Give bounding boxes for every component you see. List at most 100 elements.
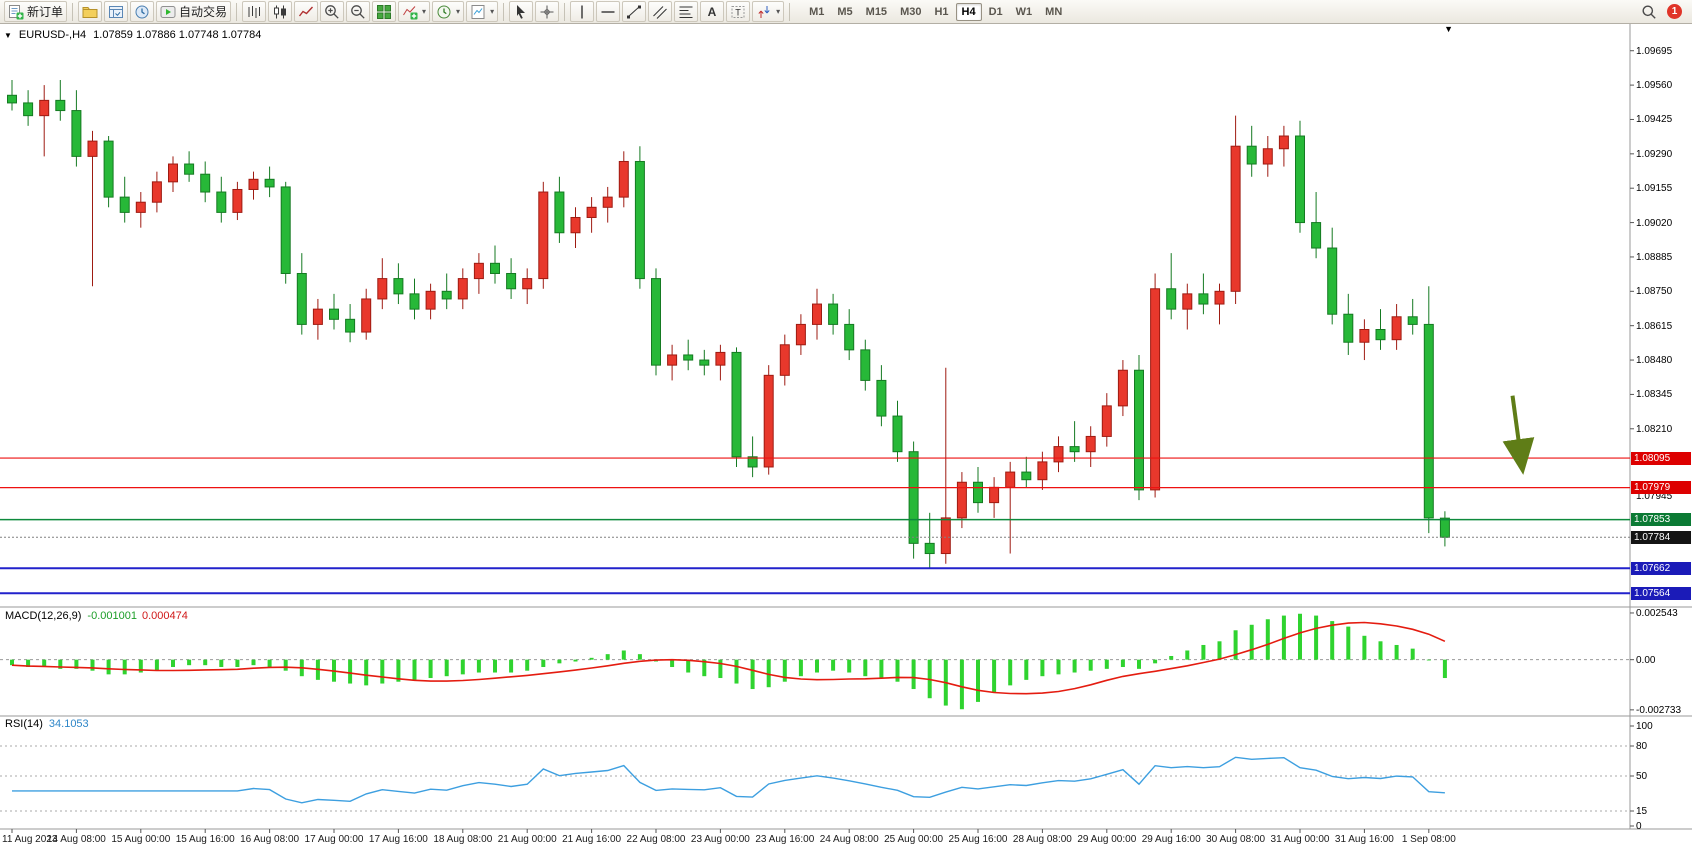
svg-text:T: T bbox=[735, 7, 741, 17]
time-axis-label: 31 Aug 16:00 bbox=[1334, 834, 1394, 845]
main-toolbar: 新订单 自动交易 ▾ ▾ ▾ bbox=[0, 0, 1692, 24]
templates-button[interactable]: ▾ bbox=[466, 1, 499, 22]
toolbar-separator bbox=[72, 2, 74, 21]
time-axis-label: 21 Aug 00:00 bbox=[497, 834, 557, 845]
zoom-in-icon bbox=[325, 4, 339, 19]
line-chart-button[interactable] bbox=[294, 1, 319, 22]
chart-labels-layer: 1.09695 1.09560 1.09425 1.09290 1.09155 1.090… bbox=[0, 24, 1692, 853]
rsi-axis-tick: 0 bbox=[1636, 821, 1642, 832]
notification-badge[interactable]: 1 bbox=[1667, 4, 1682, 19]
text-tool-button[interactable]: A bbox=[700, 1, 725, 22]
periods-button[interactable]: ▾ bbox=[432, 1, 465, 22]
indicators-button[interactable]: ▾ bbox=[398, 1, 431, 22]
timeframe-button-m1[interactable]: M1 bbox=[803, 3, 830, 21]
macd-histogram-layer bbox=[10, 613, 1447, 710]
price-axis-tick: 1.08345 bbox=[1636, 389, 1673, 401]
fibonacci-icon bbox=[679, 6, 693, 18]
time-axis-label: 23 Aug 16:00 bbox=[755, 834, 815, 845]
text-label-icon: T bbox=[731, 5, 745, 18]
new-order-button[interactable]: 新订单 bbox=[4, 1, 68, 22]
time-axis-label: 22 Aug 08:00 bbox=[626, 834, 686, 845]
profiles-button[interactable] bbox=[104, 1, 129, 22]
vertical-line-tool-button[interactable] bbox=[570, 1, 595, 22]
one-click-trading-icon[interactable]: ▼ bbox=[4, 30, 12, 40]
timeframe-toolbar: M1 M5 M15 M30 H1 H4 D1 W1 MN bbox=[803, 2, 1068, 21]
time-axis-label: 30 Aug 08:00 bbox=[1206, 834, 1266, 845]
time-axis-label: 29 Aug 16:00 bbox=[1141, 834, 1201, 845]
chevron-down-icon: ▾ bbox=[456, 7, 461, 16]
chart-canvas[interactable] bbox=[0, 24, 1692, 853]
down-arrow-annotation[interactable] bbox=[1502, 395, 1535, 475]
arrows-icon bbox=[758, 5, 770, 18]
toolbar-separator bbox=[564, 2, 566, 21]
fibonacci-tool-button[interactable] bbox=[674, 1, 699, 22]
crosshair-button[interactable] bbox=[535, 1, 560, 22]
horizontal-line-tool-button[interactable] bbox=[596, 1, 621, 22]
candlestick-chart-icon bbox=[274, 5, 287, 18]
timeframe-button-m5[interactable]: M5 bbox=[831, 3, 858, 21]
indicators-icon bbox=[403, 5, 418, 19]
arrows-tool-button[interactable]: ▾ bbox=[752, 1, 785, 22]
timeframe-button-h4[interactable]: H4 bbox=[955, 2, 982, 21]
candlestick-chart-button[interactable] bbox=[268, 1, 293, 22]
timeframe-button-mn[interactable]: MN bbox=[1039, 3, 1068, 21]
macd-label: MACD(12,26,9) bbox=[5, 610, 82, 622]
cursor-icon bbox=[517, 4, 526, 19]
chart-shift-marker[interactable]: ▼ bbox=[1444, 24, 1454, 34]
price-axis-tick: 1.08615 bbox=[1636, 320, 1673, 332]
market-watch-button[interactable] bbox=[130, 1, 155, 22]
price-axis-tick: 1.08885 bbox=[1636, 251, 1673, 263]
macd-axis-tick: 0.002543 bbox=[1636, 607, 1678, 619]
rsi-axis-tick: 50 bbox=[1636, 771, 1648, 782]
time-axis-label: 11 Aug 2023 bbox=[2, 834, 58, 845]
timeframe-button-h1[interactable]: H1 bbox=[928, 3, 954, 21]
timeframe-button-m15[interactable]: M15 bbox=[860, 3, 893, 21]
autotrading-label: 自动交易 bbox=[179, 5, 228, 19]
new-chart-button[interactable] bbox=[78, 1, 103, 22]
bar-chart-icon bbox=[248, 5, 261, 18]
bar-chart-button[interactable] bbox=[242, 1, 267, 22]
zoom-in-button[interactable] bbox=[320, 1, 345, 22]
timeframe-button-d1[interactable]: D1 bbox=[983, 3, 1009, 21]
timeframe-button-w1[interactable]: W1 bbox=[1010, 3, 1039, 21]
rsi-header: RSI(14) 34.1053 bbox=[5, 718, 89, 730]
time-axis-label: 15 Aug 16:00 bbox=[175, 834, 235, 845]
price-line-label: 1.08095 bbox=[1631, 451, 1691, 465]
rsi-axis-tick: 15 bbox=[1636, 806, 1648, 817]
macd-main-value: -0.001001 bbox=[87, 610, 137, 622]
price-axis-tick: 1.09155 bbox=[1636, 183, 1673, 195]
new-order-icon bbox=[9, 4, 24, 19]
trendline-tool-button[interactable] bbox=[622, 1, 647, 22]
cursor-button[interactable] bbox=[509, 1, 534, 22]
autotrading-button[interactable]: 自动交易 bbox=[156, 1, 232, 22]
time-axis-label: 25 Aug 00:00 bbox=[884, 834, 944, 845]
search-icon bbox=[1642, 5, 1656, 19]
price-axis-tick: 1.08480 bbox=[1636, 355, 1673, 367]
autotrading-icon bbox=[160, 5, 176, 18]
rsi-label: RSI(14) bbox=[5, 718, 43, 730]
price-axis-tick: 1.08210 bbox=[1636, 423, 1673, 435]
toolbar-separator bbox=[503, 2, 505, 21]
timeframe-button-m30[interactable]: M30 bbox=[894, 3, 927, 21]
text-label-tool-button[interactable]: T bbox=[726, 1, 751, 22]
time-axis-label: 16 Aug 08:00 bbox=[240, 834, 300, 845]
time-axis-label: 25 Aug 16:00 bbox=[948, 834, 1008, 845]
channel-icon bbox=[653, 5, 667, 19]
price-line-label: 1.07979 bbox=[1631, 481, 1691, 495]
symbol-period-label: EURUSD-,H4 bbox=[18, 29, 87, 41]
search-button[interactable] bbox=[1637, 1, 1661, 22]
time-axis-label: 21 Aug 16:00 bbox=[562, 834, 622, 845]
vertical-line-icon bbox=[581, 5, 583, 18]
time-axis-label: 1 Sep 08:00 bbox=[1401, 834, 1456, 845]
channel-tool-button[interactable] bbox=[648, 1, 673, 22]
toolbar-separator bbox=[789, 2, 791, 21]
bid-price-label: 1.07784 bbox=[1631, 530, 1691, 544]
tile-windows-button[interactable] bbox=[372, 1, 397, 22]
price-axis-tick: 1.09020 bbox=[1636, 217, 1673, 229]
time-axis-label: 18 Aug 08:00 bbox=[433, 834, 493, 845]
zoom-out-button[interactable] bbox=[346, 1, 371, 22]
clock-icon bbox=[437, 5, 451, 18]
chart-panel[interactable]: 1.09695 1.09560 1.09425 1.09290 1.09155 1.090… bbox=[0, 24, 1692, 853]
chevron-down-icon: ▾ bbox=[490, 7, 495, 16]
new-chart-icon bbox=[82, 6, 98, 18]
